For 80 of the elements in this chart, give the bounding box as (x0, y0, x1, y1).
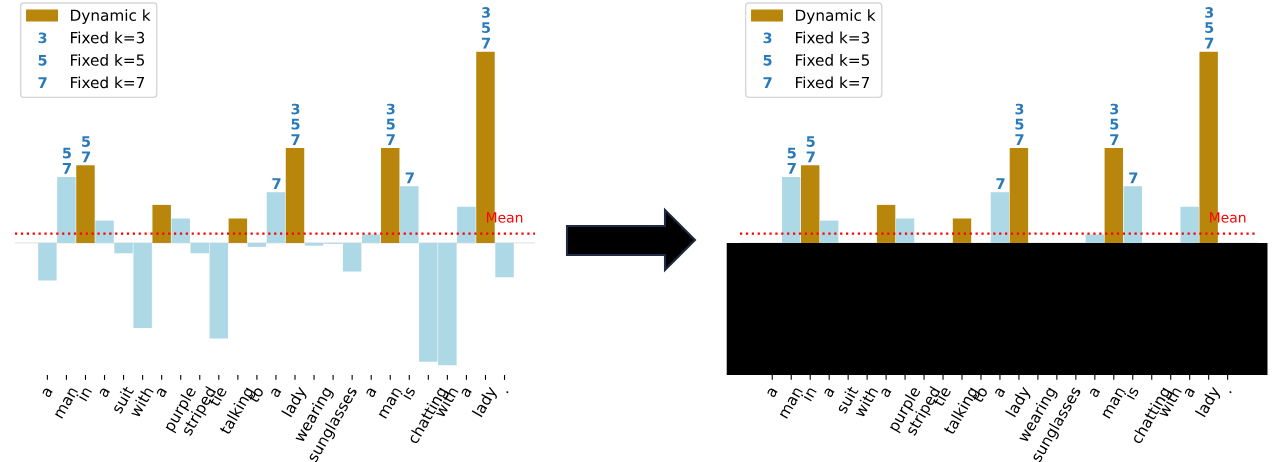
point (272, 178, 281, 190)
x-tick-label: a (98, 387, 111, 398)
point (1205, 37, 1214, 49)
bar (152, 204, 171, 243)
bar (801, 165, 820, 243)
point (1110, 103, 1119, 115)
bar (285, 147, 305, 243)
x-tick-label: a (41, 387, 53, 398)
bar (782, 177, 801, 243)
bar (361, 234, 381, 243)
bar (1123, 186, 1142, 243)
bar (1180, 206, 1199, 243)
bar (952, 218, 972, 243)
x-tick-label: a (460, 387, 472, 398)
x-tick-label: in (76, 385, 92, 402)
point (1015, 118, 1024, 130)
x-tick-label: a (994, 387, 1006, 398)
bar (38, 242, 57, 281)
point (482, 22, 491, 34)
point (806, 151, 815, 163)
point (1110, 134, 1119, 146)
point (1110, 118, 1119, 130)
bar (457, 206, 476, 243)
bar (57, 177, 76, 243)
point (386, 118, 395, 130)
bar (990, 192, 1010, 243)
point (291, 103, 300, 115)
legend-label: Fixed k=3 (796, 31, 870, 44)
point (81, 151, 91, 163)
point (1129, 172, 1138, 184)
x-tick-label: . (506, 391, 509, 394)
point (481, 37, 491, 49)
x-tick-label: a (880, 387, 892, 398)
x-tick-label: in (801, 385, 817, 402)
point (1015, 134, 1024, 146)
bar (1104, 147, 1123, 243)
x-tick-label: a (823, 387, 835, 398)
x-tick-label: a (365, 387, 377, 398)
point (1205, 7, 1214, 18)
legend-label: Fixed k=7 (796, 76, 870, 89)
bar (228, 218, 248, 243)
x-tick-label: . (1229, 391, 1232, 394)
bar (171, 218, 190, 243)
bar (381, 147, 400, 243)
point (996, 178, 1005, 190)
point (787, 162, 796, 174)
x-tick-label: a (270, 387, 282, 398)
bar (495, 242, 514, 278)
point (386, 134, 395, 146)
bar (76, 165, 95, 243)
bar (400, 186, 419, 243)
point (386, 103, 395, 115)
legend-label: Fixed k=5 (71, 54, 145, 66)
legend-label: Dynamic k (71, 9, 151, 24)
point (806, 136, 815, 147)
bar (247, 242, 267, 247)
legend-label: Dynamic k (796, 9, 876, 24)
bar (876, 204, 896, 243)
point (82, 136, 91, 147)
point (62, 162, 71, 174)
point (1205, 22, 1214, 34)
point (1015, 103, 1024, 115)
bar (1085, 234, 1105, 243)
bar (895, 218, 915, 243)
bar (266, 192, 286, 243)
x-tick-label: a (1184, 387, 1196, 398)
x-tick-label: a (766, 387, 778, 398)
point (405, 172, 414, 184)
legend-label: Fixed k=7 (71, 76, 145, 89)
x-tick-label: a (1089, 387, 1101, 398)
point (291, 134, 300, 146)
bar (1009, 147, 1029, 243)
bar (95, 220, 114, 243)
bar (819, 220, 839, 243)
point (787, 147, 796, 159)
point (482, 7, 490, 18)
legend-label: Fixed k=5 (796, 54, 870, 66)
legend-label: Fixed k=3 (71, 31, 145, 44)
x-tick-label: a (156, 387, 168, 398)
point (291, 118, 300, 130)
